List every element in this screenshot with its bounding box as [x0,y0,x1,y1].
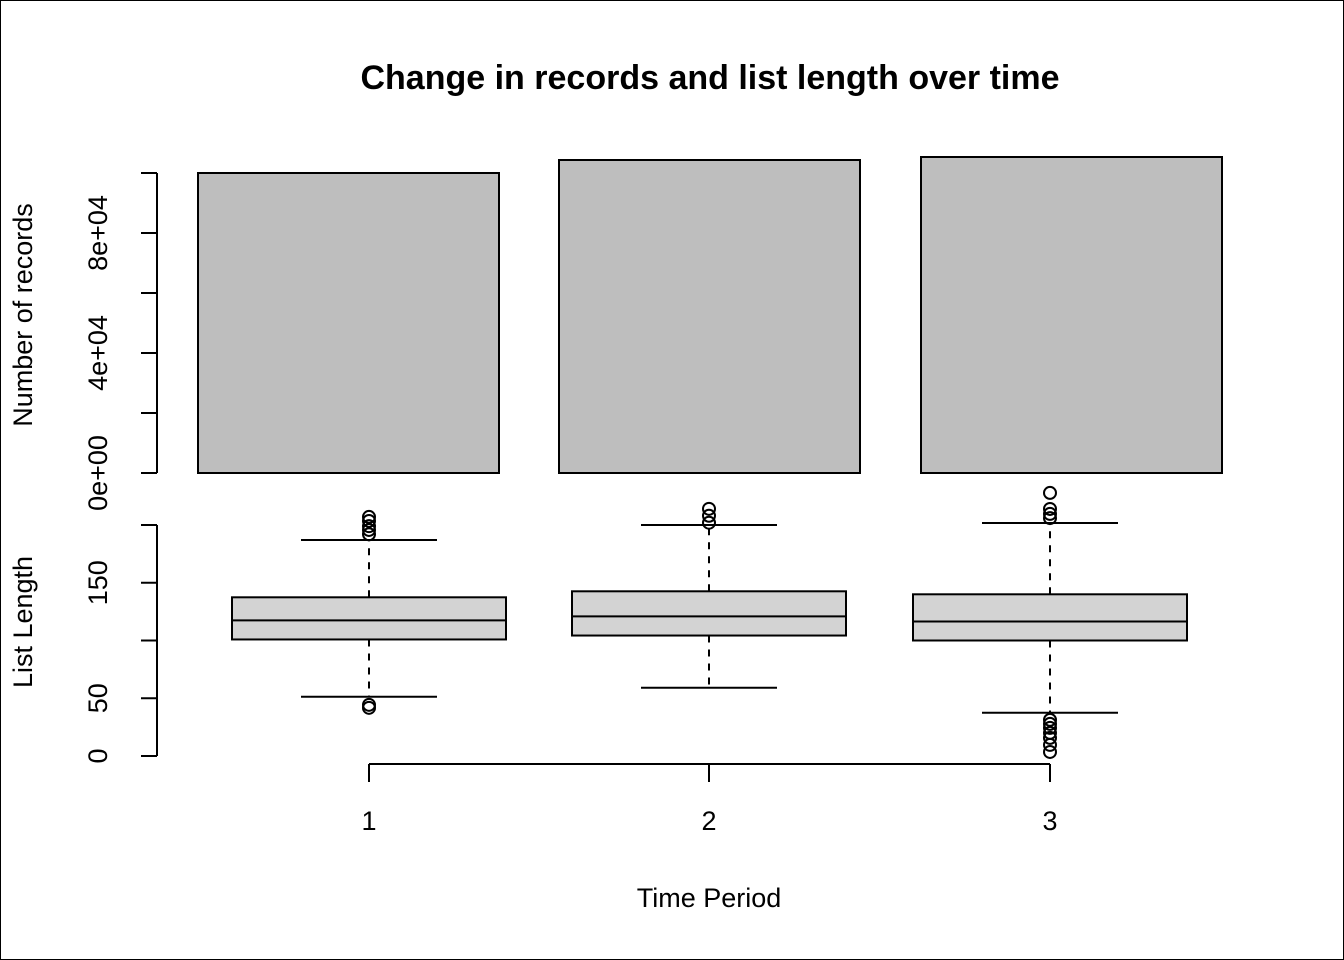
outlier [1043,730,1057,745]
y-tick-label: 150 [83,560,113,605]
bar [197,171,500,474]
outlier [1043,485,1057,500]
outlier [362,513,376,528]
outlier [362,519,376,534]
x-tick-label: 3 [1042,806,1057,836]
outlier [362,522,376,537]
bar [920,156,1223,474]
x-axis-label: Time Period [637,883,782,913]
y-tick-label: 50 [83,683,113,713]
y-axis-label: Number of records [8,203,38,427]
outlier [362,509,376,524]
chart-title: Change in records and list length over t… [360,59,1059,97]
box [912,593,1188,642]
outlier [1043,720,1057,735]
outlier [362,700,376,715]
outlier [702,515,716,530]
x-tick-label: 2 [701,806,716,836]
outlier [702,508,716,523]
x-tick-label: 1 [361,806,376,836]
y-tick-label: 0 [83,748,113,763]
outlier [1043,712,1057,727]
outlier [1043,506,1057,521]
outlier [702,501,716,516]
outlier [1043,716,1057,731]
outlier [362,527,376,542]
y-tick-label: 8e+04 [83,195,113,271]
y-tick-label: 0e+00 [83,435,113,511]
outlier [1043,511,1057,526]
box [231,596,507,641]
y-axis-label: List Length [8,556,38,688]
bar [558,159,861,475]
y-tick-label: 4e+04 [83,315,113,391]
box [571,590,847,637]
outlier [1043,737,1057,752]
outlier [1043,744,1057,759]
outlier [1043,501,1057,516]
